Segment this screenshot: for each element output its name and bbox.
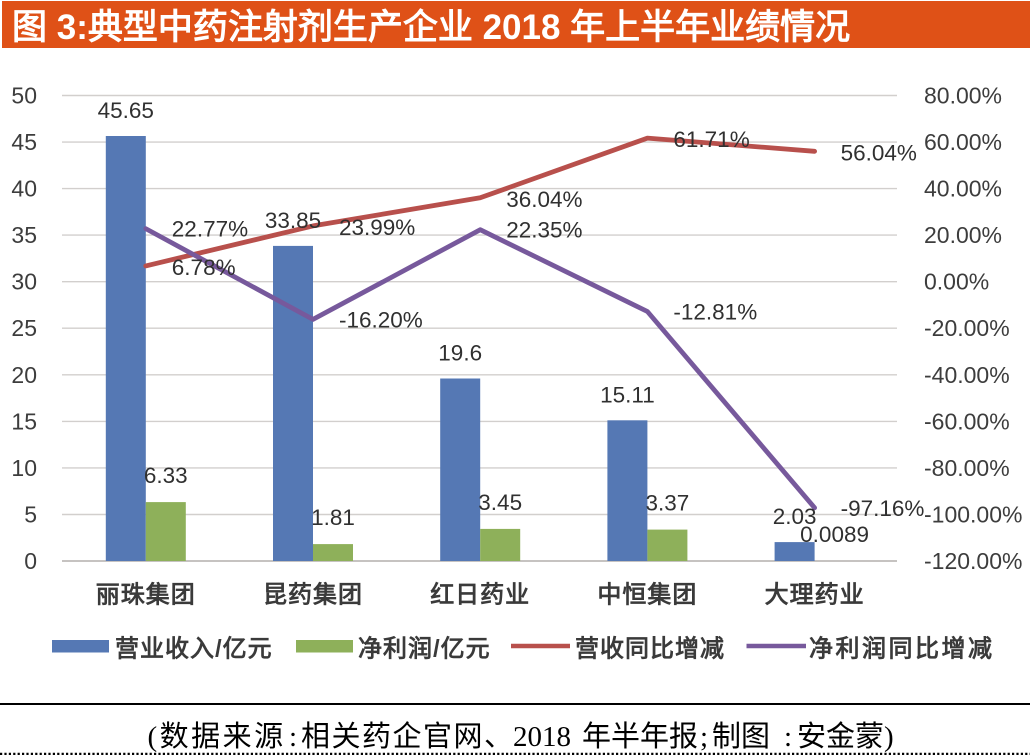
svg-text:-120.00%: -120.00% bbox=[924, 548, 1022, 574]
svg-text:-20.00%: -20.00% bbox=[924, 315, 1010, 341]
svg-text:6.33: 6.33 bbox=[144, 463, 188, 488]
svg-text:60.00%: 60.00% bbox=[924, 129, 1002, 155]
svg-text:1.81: 1.81 bbox=[311, 505, 355, 530]
svg-text:45: 45 bbox=[11, 129, 37, 155]
svg-text:23.99%: 23.99% bbox=[339, 215, 415, 240]
svg-text:33.85: 33.85 bbox=[265, 208, 321, 233]
svg-text:昆药集团: 昆药集团 bbox=[263, 581, 363, 609]
svg-text:-40.00%: -40.00% bbox=[924, 362, 1010, 388]
svg-text:营收同比增减: 营收同比增减 bbox=[575, 635, 725, 663]
svg-text:净利润/亿元: 净利润/亿元 bbox=[358, 635, 491, 663]
svg-text:22.35%: 22.35% bbox=[506, 218, 582, 243]
svg-text:15.11: 15.11 bbox=[600, 382, 655, 407]
svg-text:35: 35 bbox=[11, 222, 37, 248]
svg-text:-97.16%: -97.16% bbox=[841, 496, 925, 521]
svg-text:30: 30 bbox=[11, 269, 37, 295]
svg-text:营业收入/亿元: 营业收入/亿元 bbox=[115, 636, 273, 663]
svg-text:3.37: 3.37 bbox=[646, 491, 690, 516]
svg-text:红日药业: 红日药业 bbox=[430, 581, 530, 609]
svg-text:-16.20%: -16.20% bbox=[339, 307, 423, 332]
svg-text:中恒集团: 中恒集团 bbox=[597, 581, 697, 609]
svg-text:0.00%: 0.00% bbox=[924, 269, 989, 295]
svg-text:36.04%: 36.04% bbox=[506, 187, 582, 212]
svg-text:40: 40 bbox=[11, 176, 37, 202]
svg-text:-12.81%: -12.81% bbox=[673, 300, 757, 325]
svg-text:0.0089: 0.0089 bbox=[800, 522, 869, 547]
svg-text:图 3:典型中药注射剂生产企业 2018 年上半年业绩情况: 图 3:典型中药注射剂生产企业 2018 年上半年业绩情况 bbox=[12, 7, 850, 47]
svg-text:20: 20 bbox=[11, 362, 37, 388]
svg-text:2.03: 2.03 bbox=[773, 504, 817, 529]
svg-text:0: 0 bbox=[24, 548, 37, 574]
svg-text:15: 15 bbox=[11, 408, 37, 434]
svg-text:40.00%: 40.00% bbox=[924, 176, 1002, 202]
svg-text:22.77%: 22.77% bbox=[172, 217, 248, 242]
svg-text:25: 25 bbox=[11, 315, 37, 341]
svg-text:-80.00%: -80.00% bbox=[924, 455, 1010, 481]
svg-text:19.6: 19.6 bbox=[438, 341, 482, 366]
svg-text:大理药业: 大理药业 bbox=[765, 582, 865, 609]
svg-text:61.71%: 61.71% bbox=[673, 127, 749, 152]
svg-text:56.04%: 56.04% bbox=[841, 140, 917, 165]
svg-text:3.45: 3.45 bbox=[478, 490, 522, 515]
svg-text:45.65: 45.65 bbox=[98, 98, 154, 123]
svg-text:5: 5 bbox=[24, 502, 37, 528]
svg-text:丽珠集团: 丽珠集团 bbox=[96, 581, 196, 609]
svg-text:50: 50 bbox=[11, 83, 37, 109]
svg-text:6.78%: 6.78% bbox=[172, 255, 236, 280]
svg-text:净利润同比增减: 净利润同比增减 bbox=[809, 635, 995, 663]
svg-text:-100.00%: -100.00% bbox=[924, 502, 1022, 528]
svg-text:10: 10 bbox=[11, 455, 37, 481]
svg-text:80.00%: 80.00% bbox=[924, 83, 1002, 109]
svg-text:-60.00%: -60.00% bbox=[924, 408, 1010, 434]
svg-text:20.00%: 20.00% bbox=[924, 222, 1002, 248]
